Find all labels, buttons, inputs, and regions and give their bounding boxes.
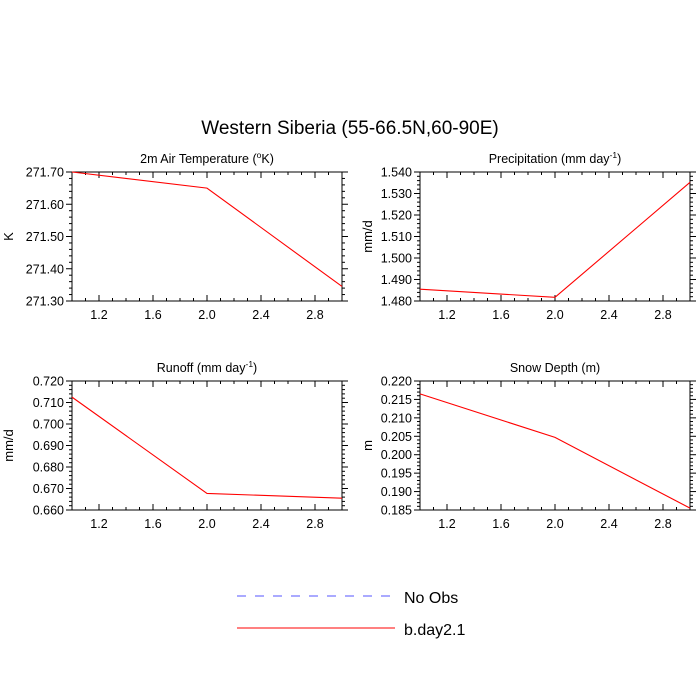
- panel-title-main: 2m Air Temperature (: [140, 152, 257, 166]
- y-tick-label: 1.520: [381, 209, 412, 223]
- y-tick-label: 1.510: [381, 230, 412, 244]
- y-tick-label: 0.680: [33, 461, 64, 475]
- x-tick-label: 1.6: [144, 308, 161, 322]
- panel-title: Snow Depth (m): [510, 361, 600, 375]
- plot-frame: [419, 380, 691, 511]
- series-line-b-day2-1: [71, 171, 343, 287]
- x-tick-label: 2.8: [654, 517, 671, 531]
- x-tick-label: 2.8: [306, 308, 323, 322]
- y-tick-label: 0.700: [33, 418, 64, 432]
- y-tick-label: 0.185: [381, 504, 412, 518]
- panel-title-superscript: -1: [245, 359, 253, 369]
- panels: 2m Air Temperature (oK) K 271.30 271.40 271.…: [1, 150, 696, 531]
- y-tick-label: 1.490: [381, 273, 412, 287]
- y-tick-label: 271.50: [26, 230, 64, 244]
- y-axis-label: m: [360, 440, 375, 451]
- x-tick-label: 2.4: [252, 308, 269, 322]
- panel-title: Runoff (mm day-1): [157, 359, 257, 375]
- y-tick-label: 271.70: [26, 166, 64, 180]
- legend-label-no-obs: No Obs: [404, 590, 458, 607]
- panel-title-superscript: o: [257, 150, 262, 160]
- y-tick-label: 0.670: [33, 482, 64, 496]
- y-axis-label: mm/d: [360, 220, 375, 253]
- y-tick-label: 0.220: [381, 375, 412, 389]
- y-tick-label: 1.500: [381, 252, 412, 266]
- y-axis-label: K: [1, 232, 16, 241]
- x-tick-label: 1.6: [492, 517, 509, 531]
- legend-label-b-day2-1: b.day2.1: [404, 622, 465, 639]
- y-tick-label: 0.190: [381, 485, 412, 499]
- y-tick-label: 0.195: [381, 467, 412, 481]
- y-tick-label: 1.480: [381, 295, 412, 309]
- panel-title: Precipitation (mm day-1): [489, 150, 622, 166]
- x-tick-label: 2.4: [600, 517, 617, 531]
- panel-title-main: Snow Depth (m): [510, 361, 600, 375]
- legend: No Obs b.day2.1: [237, 590, 465, 639]
- x-tick-label: 1.2: [438, 308, 455, 322]
- series-line-b-day2-1: [71, 396, 343, 499]
- x-tick-label: 1.2: [90, 517, 107, 531]
- chart-panel-2: Precipitation (mm day-1) mm/d 1.480 1.490 1.…: [360, 150, 696, 322]
- y-tick-label: 0.720: [33, 375, 64, 389]
- chart-panel-1: 2m Air Temperature (oK) K 271.30 271.40 271.…: [1, 150, 348, 322]
- y-tick-label: 0.215: [381, 393, 412, 407]
- figure-title: Western Siberia (55-66.5N,60-90E): [201, 118, 498, 139]
- y-tick-label: 1.540: [381, 166, 412, 180]
- series-line-b-day2-1: [419, 181, 691, 298]
- panel-title-suffix: ): [617, 152, 621, 166]
- panel-title: 2m Air Temperature (oK): [140, 150, 274, 166]
- y-tick-label: 0.690: [33, 439, 64, 453]
- panel-title-suffix: K): [261, 152, 274, 166]
- x-tick-label: 1.2: [90, 308, 107, 322]
- panel-title-main: Precipitation (mm day: [489, 152, 611, 166]
- panel-title-main: Runoff (mm day: [157, 361, 246, 375]
- y-tick-label: 0.205: [381, 430, 412, 444]
- x-tick-label: 1.2: [438, 517, 455, 531]
- y-axis-label: mm/d: [1, 429, 16, 462]
- y-tick-label: 271.40: [26, 262, 64, 276]
- x-tick-label: 2.8: [306, 517, 323, 531]
- x-tick-label: 1.6: [492, 308, 509, 322]
- y-tick-label: 0.710: [33, 396, 64, 410]
- chart-panel-3: Runoff (mm day-1) mm/d 0.660 0.670 0.680 0.69…: [1, 359, 348, 531]
- x-tick-label: 2.0: [198, 517, 215, 531]
- panel-title-superscript: -1: [610, 150, 618, 160]
- y-tick-label: 0.660: [33, 504, 64, 518]
- y-tick-label: 271.30: [26, 295, 64, 309]
- series-line-b-day2-1: [419, 393, 691, 509]
- plot-frame: [71, 380, 343, 511]
- y-tick-label: 0.210: [381, 411, 412, 425]
- x-tick-label: 2.4: [600, 308, 617, 322]
- plot-frame: [419, 171, 691, 302]
- x-tick-label: 1.6: [144, 517, 161, 531]
- x-tick-label: 2.0: [198, 308, 215, 322]
- panel-title-suffix: ): [253, 361, 257, 375]
- chart-panel-4: Snow Depth (m) m 0.185 0.190 0.195 0.200 0.205…: [360, 361, 696, 531]
- x-tick-label: 2.0: [546, 517, 563, 531]
- x-tick-label: 2.0: [546, 308, 563, 322]
- x-tick-label: 2.4: [252, 517, 269, 531]
- y-tick-label: 271.60: [26, 198, 64, 212]
- x-tick-label: 2.8: [654, 308, 671, 322]
- plot-frame: [71, 171, 343, 302]
- y-tick-label: 0.200: [381, 448, 412, 462]
- y-tick-label: 1.530: [381, 187, 412, 201]
